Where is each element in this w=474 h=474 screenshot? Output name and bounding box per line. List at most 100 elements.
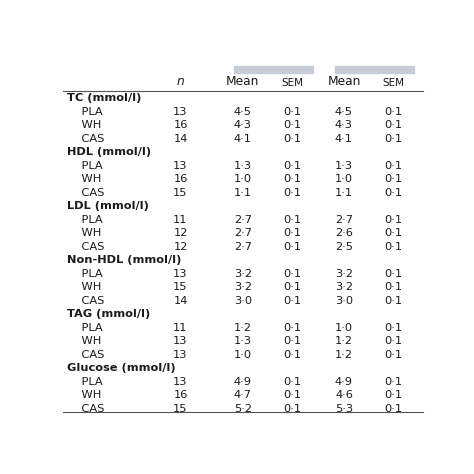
Text: 13: 13	[173, 161, 188, 171]
Text: 0·1: 0·1	[384, 269, 402, 279]
Text: 16: 16	[173, 390, 188, 400]
Text: 1·3: 1·3	[234, 336, 252, 346]
Text: 0·1: 0·1	[384, 336, 402, 346]
Text: 0·1: 0·1	[384, 161, 402, 171]
Text: 13: 13	[173, 336, 188, 346]
Text: PLA: PLA	[66, 377, 102, 387]
Text: 0·1: 0·1	[283, 120, 301, 130]
Text: Mean: Mean	[327, 75, 361, 88]
Text: 4·3: 4·3	[335, 120, 353, 130]
Text: 0·1: 0·1	[283, 174, 301, 184]
Text: 13: 13	[173, 350, 188, 360]
Text: 4·7: 4·7	[234, 390, 252, 400]
Text: 11: 11	[173, 323, 188, 333]
Text: 1·0: 1·0	[234, 350, 252, 360]
Text: CAS: CAS	[66, 188, 104, 198]
Text: 3·0: 3·0	[234, 296, 252, 306]
Text: 1·2: 1·2	[335, 350, 353, 360]
Text: 0·1: 0·1	[283, 107, 301, 117]
Text: 12: 12	[173, 228, 188, 238]
Text: 0·1: 0·1	[283, 296, 301, 306]
Text: 0·1: 0·1	[283, 377, 301, 387]
Text: SEM: SEM	[383, 78, 404, 88]
Text: 0·1: 0·1	[384, 390, 402, 400]
Text: CAS: CAS	[66, 242, 104, 252]
Text: 1·3: 1·3	[234, 161, 252, 171]
Text: 1·1: 1·1	[335, 188, 353, 198]
Text: 0·1: 0·1	[283, 323, 301, 333]
Text: 0·1: 0·1	[384, 120, 402, 130]
Text: 0·1: 0·1	[283, 215, 301, 225]
Text: 3·2: 3·2	[335, 282, 353, 292]
Text: 0·1: 0·1	[283, 269, 301, 279]
Text: 16: 16	[173, 120, 188, 130]
Text: 1·3: 1·3	[335, 161, 353, 171]
Text: 4·6: 4·6	[335, 390, 353, 400]
Text: 15: 15	[173, 188, 188, 198]
Text: 0·1: 0·1	[283, 336, 301, 346]
Text: PLA: PLA	[66, 269, 102, 279]
Text: PLA: PLA	[66, 161, 102, 171]
Text: 0·1: 0·1	[384, 323, 402, 333]
Text: Glucose (mmol/l): Glucose (mmol/l)	[66, 363, 175, 373]
Text: 11: 11	[173, 215, 188, 225]
Text: 0·1: 0·1	[283, 350, 301, 360]
Text: CAS: CAS	[66, 296, 104, 306]
Text: 3·2: 3·2	[335, 269, 353, 279]
Text: 1·2: 1·2	[234, 323, 252, 333]
Text: 0·1: 0·1	[384, 282, 402, 292]
Text: TC (mmol/l): TC (mmol/l)	[66, 93, 141, 103]
Text: WH: WH	[66, 174, 101, 184]
Text: 15: 15	[173, 404, 188, 414]
Text: 2·7: 2·7	[234, 215, 252, 225]
Text: PLA: PLA	[66, 323, 102, 333]
Text: Non-HDL (mmol/l): Non-HDL (mmol/l)	[66, 255, 181, 265]
Text: 3·0: 3·0	[335, 296, 353, 306]
Text: WH: WH	[66, 228, 101, 238]
Text: CAS: CAS	[66, 134, 104, 144]
Text: 4·3: 4·3	[234, 120, 252, 130]
Text: 0·1: 0·1	[283, 282, 301, 292]
Text: 0·1: 0·1	[283, 188, 301, 198]
Text: 4·9: 4·9	[335, 377, 353, 387]
Text: WH: WH	[66, 282, 101, 292]
Text: 4·5: 4·5	[234, 107, 252, 117]
Text: 0·1: 0·1	[384, 228, 402, 238]
Text: 12: 12	[173, 242, 188, 252]
Text: 0·1: 0·1	[283, 161, 301, 171]
Text: HDL (mmol/l): HDL (mmol/l)	[66, 147, 151, 157]
Text: WH: WH	[66, 120, 101, 130]
Text: WH: WH	[66, 390, 101, 400]
Text: 5·3: 5·3	[335, 404, 353, 414]
Text: WH: WH	[66, 336, 101, 346]
Text: 2·6: 2·6	[335, 228, 353, 238]
Text: 4·5: 4·5	[335, 107, 353, 117]
Text: 0·1: 0·1	[384, 188, 402, 198]
Text: 2·5: 2·5	[335, 242, 353, 252]
Text: 13: 13	[173, 107, 188, 117]
Text: TAG (mmol/l): TAG (mmol/l)	[66, 309, 150, 319]
Text: n: n	[177, 75, 184, 88]
Text: 0·1: 0·1	[384, 174, 402, 184]
Text: 0·1: 0·1	[384, 350, 402, 360]
Text: 4·1: 4·1	[335, 134, 353, 144]
Text: 1·0: 1·0	[335, 323, 353, 333]
Text: 0·1: 0·1	[384, 296, 402, 306]
Text: 0·1: 0·1	[283, 404, 301, 414]
Text: Mean: Mean	[226, 75, 260, 88]
Text: 1·0: 1·0	[335, 174, 353, 184]
Text: 2·7: 2·7	[335, 215, 353, 225]
Text: 14: 14	[173, 134, 188, 144]
Text: 16: 16	[173, 174, 188, 184]
Text: 3·2: 3·2	[234, 269, 252, 279]
Text: CAS: CAS	[66, 404, 104, 414]
Text: CAS: CAS	[66, 350, 104, 360]
Text: 5·2: 5·2	[234, 404, 252, 414]
Text: 15: 15	[173, 282, 188, 292]
Text: PLA: PLA	[66, 215, 102, 225]
Text: 0·1: 0·1	[384, 377, 402, 387]
Text: 13: 13	[173, 269, 188, 279]
Text: 1·0: 1·0	[234, 174, 252, 184]
Text: 4·9: 4·9	[234, 377, 252, 387]
Text: 0·1: 0·1	[283, 134, 301, 144]
